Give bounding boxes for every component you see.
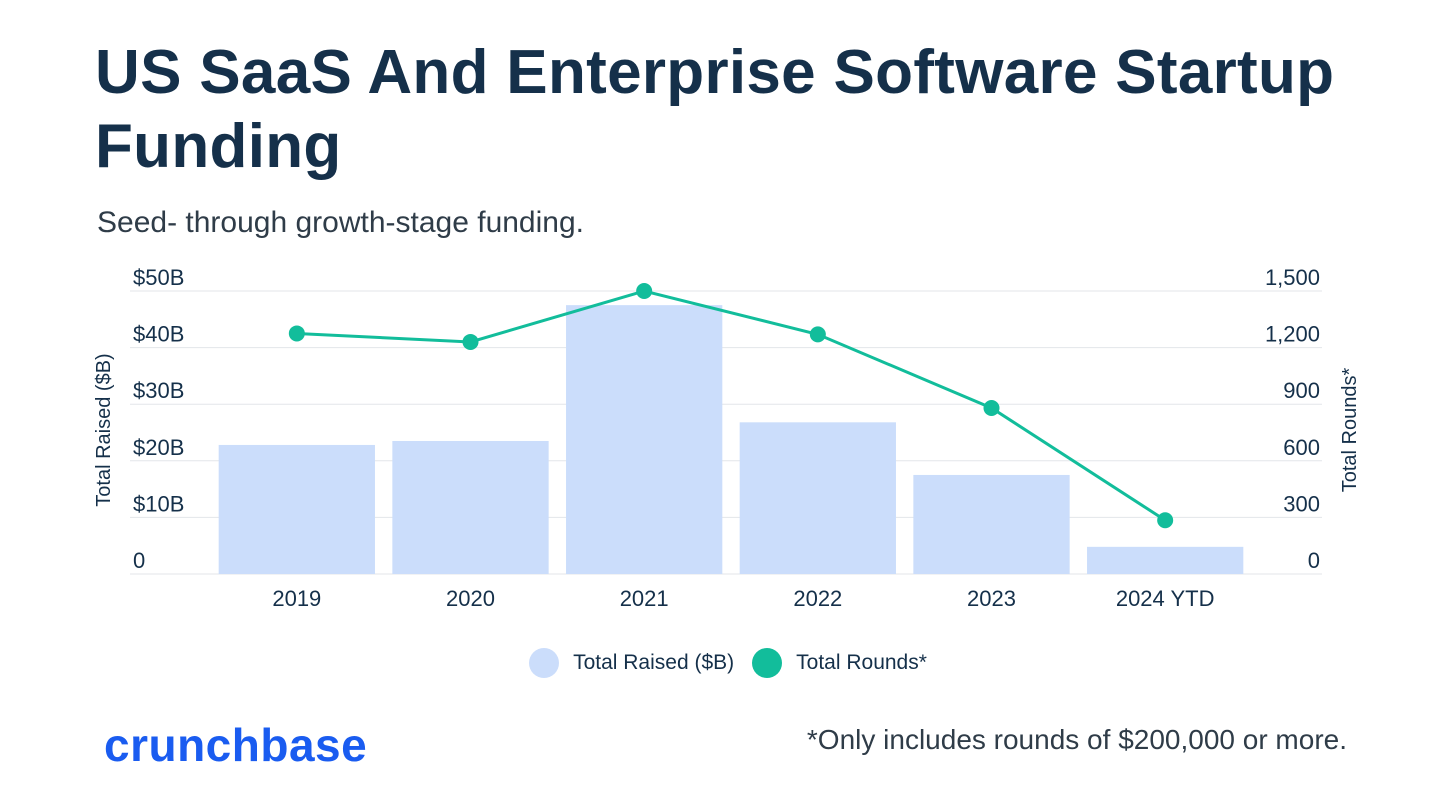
x-tick-label: 2021: [620, 586, 669, 611]
left-axis-ticks: 0 $10B $20B $30B $40B $50B: [133, 265, 184, 573]
right-tick-label: 600: [1283, 435, 1320, 460]
line-point: [462, 333, 479, 350]
left-tick-label: $20B: [133, 435, 184, 460]
bar: [913, 474, 1070, 574]
x-axis-ticks: 2019 2020 2021 2022 2023 2024 YTD: [272, 586, 1214, 611]
x-tick-label: 2024 YTD: [1116, 586, 1215, 611]
line-point: [288, 325, 305, 342]
legend-swatch-bar: [529, 648, 560, 678]
series-line: [296, 289, 1166, 522]
bar-series: [218, 305, 1244, 574]
legend-item-total-rounds: Total Rounds*: [752, 648, 927, 678]
legend-swatch-line: [752, 648, 783, 678]
right-tick-label: 0: [1308, 548, 1320, 573]
bar: [1087, 546, 1244, 574]
line-point: [809, 326, 826, 343]
x-tick-label: 2023: [967, 586, 1016, 611]
chart-subtitle: Seed- through growth-stage funding.: [97, 206, 584, 239]
left-tick-label: 0: [133, 548, 145, 573]
bar: [218, 444, 375, 574]
left-tick-label: $50B: [133, 265, 184, 290]
legend-label: Total Raised ($B): [573, 651, 735, 674]
legend-label: Total Rounds*: [796, 651, 927, 674]
line-series: [288, 283, 1174, 529]
bar: [739, 422, 896, 574]
line-point: [983, 399, 1000, 416]
x-tick-label: 2020: [446, 586, 495, 611]
bar: [392, 440, 549, 574]
crunchbase-logo: crunchbase: [104, 719, 368, 771]
chart-canvas: 0 $10B $20B $30B $40B $50B 0 300 600 900 1,200 1,5…: [93, 265, 1361, 611]
footnote: *Only includes rounds of $200,000 or mor…: [806, 724, 1347, 755]
line-point: [1157, 512, 1174, 529]
chart-legend: Total Raised ($B) Total Rounds*: [0, 648, 1456, 678]
right-tick-label: 1,200: [1265, 322, 1320, 347]
left-tick-label: $40B: [133, 322, 184, 347]
y-axis-left-label: Total Raised ($B): [93, 353, 115, 506]
bar: [566, 305, 723, 574]
right-tick-label: 300: [1283, 491, 1320, 516]
right-tick-label: 1,500: [1265, 265, 1320, 290]
chart-title: US SaaS And Enterprise Software Startup …: [95, 38, 1335, 181]
left-tick-label: $30B: [133, 378, 184, 403]
y-axis-right-label: Total Rounds*: [1339, 368, 1361, 493]
right-axis-ticks: 0 300 600 900 1,200 1,500: [1265, 265, 1320, 573]
legend-item-total-raised: Total Raised ($B): [529, 648, 734, 678]
line-point: [636, 283, 653, 299]
left-tick-label: $10B: [133, 491, 184, 516]
x-tick-label: 2022: [793, 586, 842, 611]
x-tick-label: 2019: [272, 586, 321, 611]
right-tick-label: 900: [1283, 378, 1320, 403]
